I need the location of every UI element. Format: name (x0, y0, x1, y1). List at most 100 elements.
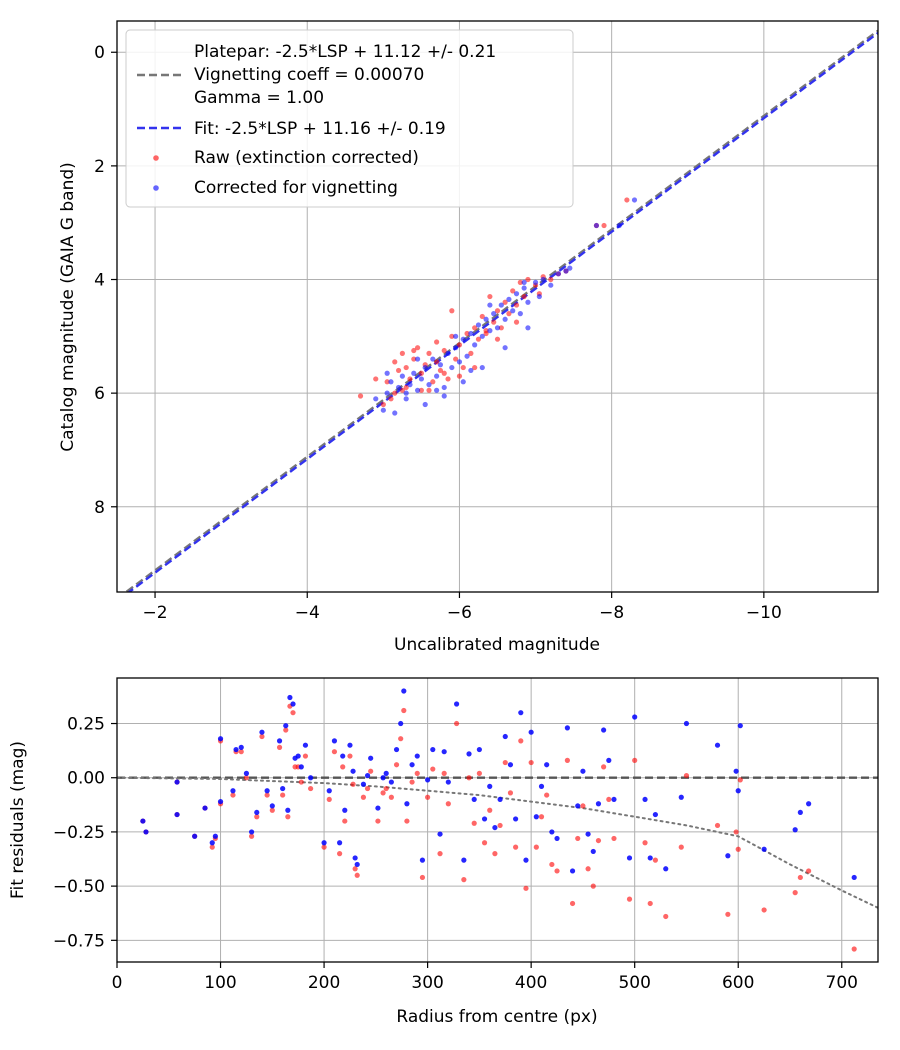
raw-residual-point (342, 818, 348, 824)
legend-raw-label: Raw (extinction corrected) (194, 148, 419, 168)
raw-residual-point (476, 770, 482, 776)
raw-residual-point (647, 900, 653, 907)
raw-residual-point (401, 707, 407, 714)
raw-residual-point (230, 792, 236, 798)
raw-residual-point (487, 807, 493, 813)
corrected-residual-point (683, 720, 690, 727)
corrected-residual-point (471, 796, 477, 803)
corrected-point (479, 364, 485, 371)
bottom-chart: 0 100 200 300 400 500 600 700 0.25 0.00 −0.25 −0.50… (8, 677, 879, 1027)
corrected-residual-point (302, 742, 309, 748)
top-legend: Platepar: -2.5*LSP + 11.12 +/- 0.21 Vign… (125, 29, 574, 208)
top-y-tick-label: 2 (94, 157, 105, 177)
corrected-residual-point (352, 855, 358, 861)
corrected-point (434, 387, 440, 393)
corrected-residual-point (461, 857, 467, 863)
corrected-residual-point (419, 857, 426, 863)
corrected-point (479, 333, 485, 339)
raw-residual-point (851, 946, 857, 952)
corrected-point (373, 396, 379, 402)
raw-point (472, 325, 478, 331)
raw-residual-point (388, 794, 394, 800)
raw-residual-point (209, 844, 215, 850)
raw-point (449, 308, 455, 314)
raw-residual-point (678, 844, 684, 850)
corrected-residual-point (601, 727, 607, 733)
corrected-residual-point (276, 738, 283, 744)
corrected-residual-point (354, 861, 360, 868)
corrected-residual-point (797, 809, 803, 816)
raw-point (426, 387, 432, 393)
raw-residual-point (492, 851, 498, 857)
corrected-residual-point (331, 738, 338, 744)
raw-point (392, 359, 398, 365)
raw-residual-point (352, 866, 358, 872)
corrected-point (468, 367, 474, 374)
raw-point (491, 319, 497, 325)
corrected-residual-point (792, 827, 798, 833)
raw-point (494, 336, 501, 342)
corrected-point (399, 373, 405, 379)
corrected-point (437, 362, 444, 368)
raw-point (414, 345, 421, 351)
raw-residual-point (383, 785, 389, 792)
corrected-residual-point (342, 807, 348, 813)
legend-vignetting-coeff: Vignetting coeff = 0.00070 (194, 65, 424, 85)
corrected-residual-point (143, 829, 149, 835)
raw-residual-point (375, 818, 381, 824)
corrected-point (388, 379, 394, 385)
corrected-residual-point (347, 742, 353, 748)
raw-residual-point (280, 792, 286, 798)
bottom-x-tick-label: 700 (826, 973, 858, 993)
bottom-y-tick-label: −0.75 (53, 931, 105, 951)
corrected-residual-point (290, 701, 296, 707)
raw-residual-point (430, 766, 436, 772)
raw-residual-point (259, 733, 265, 740)
legend-corrected-label: Corrected for vignetting (194, 178, 398, 198)
raw-residual-point (735, 846, 741, 852)
corrected-residual-point (678, 794, 684, 800)
corrected-point (395, 384, 402, 391)
corrected-point (513, 291, 520, 297)
corrected-point (593, 222, 600, 229)
corrected-residual-point (360, 781, 367, 787)
raw-residual-point (437, 851, 443, 857)
corrected-residual-point (497, 796, 503, 803)
raw-residual-point (264, 792, 270, 798)
legend-raw-marker (153, 155, 159, 161)
raw-residual-point (290, 710, 296, 716)
corrected-point (616, 222, 622, 229)
corrected-residual-point (269, 803, 275, 809)
corrected-residual-point (383, 770, 389, 776)
corrected-point (441, 393, 447, 399)
legend-fit-label: Fit: -2.5*LSP + 11.16 +/- 0.19 (194, 119, 446, 139)
bottom-scatter-points (140, 688, 857, 952)
raw-residual-point (393, 762, 400, 768)
corrected-residual-point (321, 840, 327, 846)
corrected-residual-point (285, 807, 291, 813)
raw-residual-point (354, 872, 360, 878)
raw-residual-point (414, 770, 420, 776)
raw-point (456, 342, 463, 348)
corrected-residual-point (523, 857, 529, 863)
corrected-residual-point (606, 757, 612, 763)
corrected-residual-point (254, 809, 260, 816)
raw-point (418, 387, 424, 393)
raw-point (441, 370, 447, 376)
corrected-residual-point (642, 796, 648, 803)
raw-point (403, 364, 409, 371)
corrected-point (411, 370, 417, 376)
legend-frame (125, 29, 574, 208)
raw-residual-point (254, 814, 260, 820)
raw-residual-point (611, 835, 617, 842)
corrected-point (487, 328, 493, 334)
corrected-residual-point (595, 801, 602, 807)
raw-point (510, 288, 516, 294)
corrected-point (468, 330, 474, 337)
legend-corrected-marker (153, 185, 159, 191)
corrected-residual-point (481, 816, 488, 822)
raw-residual-point (497, 822, 503, 829)
raw-residual-point (269, 807, 275, 813)
corrected-point (525, 299, 531, 305)
